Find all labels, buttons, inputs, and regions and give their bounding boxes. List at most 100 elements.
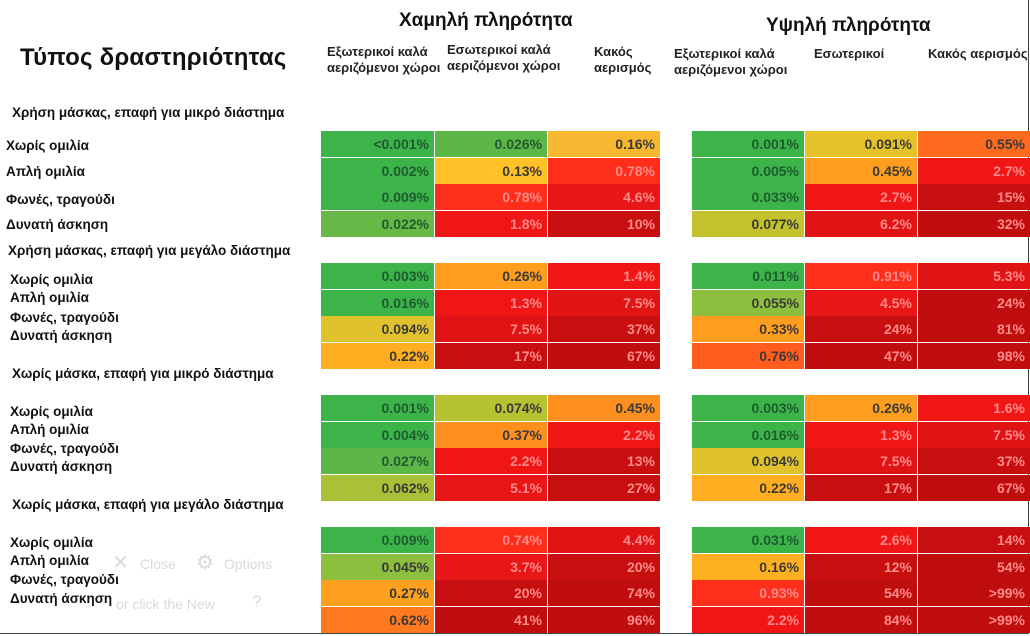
risk-cell: 0.22%: [321, 342, 434, 369]
risk-cell: 17%: [805, 474, 917, 501]
risk-cell: 1.4%: [548, 263, 660, 289]
risk-cell: 0.74%: [435, 527, 547, 553]
col-header-high-outdoor: Εξωτερικοί καλά αεριζόμενοι χώροι: [674, 46, 788, 77]
risk-cell: 0.27%: [321, 580, 434, 606]
risk-cell: 98%: [918, 342, 1030, 369]
row-label: Δυνατή άσκηση: [10, 459, 113, 474]
close-icon: ✕: [112, 552, 129, 574]
risk-cell: 0.62%: [321, 606, 434, 633]
risk-cell: 0.011%: [692, 263, 804, 289]
section-title: Χρήση μάσκας, επαφή για μεγάλο διάστημα: [8, 243, 291, 258]
row-label: Φωνές, τραγούδι: [10, 310, 119, 325]
risk-cell: 5.3%: [918, 263, 1030, 289]
help-icon: ?: [252, 592, 262, 611]
risk-cell: 15%: [918, 184, 1030, 210]
risk-cell: 32%: [918, 210, 1030, 237]
risk-cell: 0.16%: [692, 553, 804, 580]
risk-cell: 0.094%: [321, 316, 434, 342]
row-label: Χωρίς ομιλία: [6, 138, 89, 153]
gear-icon: ⚙: [196, 552, 214, 574]
section-title: Χωρίς μάσκα, επαφή για μεγάλο διάστημα: [12, 497, 284, 512]
risk-cell: 1.3%: [805, 421, 917, 448]
row-label: Χωρίς ομιλία: [10, 535, 93, 550]
risk-cell: 2.7%: [918, 157, 1030, 184]
row-label: Απλή ομιλία: [10, 422, 89, 437]
col-header-low-outdoor: Εξωτερικοί καλά αεριζόμενοι χώροι: [327, 44, 441, 75]
risk-cell: 0.062%: [321, 474, 434, 501]
row-label: Φωνές, τραγούδι: [6, 192, 115, 207]
risk-cell: 5.1%: [435, 474, 547, 501]
risk-cell: 0.91%: [805, 263, 917, 289]
risk-cell: 37%: [548, 316, 660, 342]
risk-cell: 4.6%: [548, 184, 660, 210]
ghost-options-label: Options: [224, 556, 273, 572]
row-label: Χωρίς ομιλία: [10, 272, 93, 287]
risk-cell: 0.094%: [692, 448, 804, 474]
risk-cell: 54%: [805, 580, 917, 606]
risk-cell: 0.027%: [321, 448, 434, 474]
risk-cell: 0.93%: [692, 580, 804, 606]
risk-cell: 1.8%: [435, 210, 547, 237]
col-header-low-poor: Κακός αερισμός: [594, 44, 652, 75]
risk-cell: 13%: [548, 448, 660, 474]
risk-cell: 14%: [918, 527, 1030, 553]
risk-cell: 7.5%: [918, 421, 1030, 448]
row-label: Απλή ομιλία: [10, 553, 89, 568]
low-occupancy-header: Χαμηλή πληρότητα: [399, 10, 573, 31]
risk-cell: 81%: [918, 316, 1030, 342]
risk-cell: 24%: [918, 289, 1030, 316]
risk-cell: 0.001%: [692, 131, 804, 157]
section-title: Χρήση μάσκας, επαφή για μικρό διάστημα: [12, 105, 285, 120]
risk-cell: 0.002%: [321, 157, 434, 184]
risk-cell: 2.2%: [548, 421, 660, 448]
risk-cell: 0.13%: [435, 157, 547, 184]
risk-cell: 0.33%: [692, 316, 804, 342]
section-title: Χωρίς μάσκα, επαφή για μικρό διάστημα: [12, 366, 274, 381]
risk-cell: 96%: [548, 606, 660, 633]
high-occupancy-header: Υψηλή πληρότητα: [766, 15, 931, 36]
row-label: Απλή ομιλία: [10, 290, 89, 305]
risk-cell: 20%: [435, 580, 547, 606]
risk-cell: 0.005%: [692, 157, 804, 184]
risk-cell: 7.5%: [805, 448, 917, 474]
risk-cell: 2.2%: [435, 448, 547, 474]
risk-cell: 0.003%: [692, 395, 804, 421]
risk-cell: 10%: [548, 210, 660, 237]
risk-cell: 0.37%: [435, 421, 547, 448]
risk-cell: 2.7%: [805, 184, 917, 210]
risk-cell: 2.2%: [692, 606, 804, 633]
risk-cell: 20%: [548, 553, 660, 580]
row-label: Δυνατή άσκηση: [6, 217, 109, 232]
ghost-hint-text: or click the New: [116, 596, 215, 612]
risk-cell: <0.001%: [321, 131, 434, 157]
risk-cell: 0.26%: [805, 395, 917, 421]
risk-cell: 7.5%: [548, 289, 660, 316]
row-label: Δυνατή άσκηση: [10, 328, 113, 343]
risk-cell: 0.55%: [918, 131, 1030, 157]
risk-cell: 6.2%: [805, 210, 917, 237]
risk-cell: 0.055%: [692, 289, 804, 316]
ghost-close-label: Close: [140, 556, 176, 572]
risk-cell: 0.016%: [321, 289, 434, 316]
risk-cell: 12%: [805, 553, 917, 580]
risk-cell: 0.78%: [435, 184, 547, 210]
page-title: Τύπος δραστηριότητας: [20, 44, 287, 71]
risk-cell: 0.003%: [321, 263, 434, 289]
risk-cell: 7.5%: [435, 316, 547, 342]
risk-cell: 4.4%: [548, 527, 660, 553]
risk-cell: 1.6%: [918, 395, 1030, 421]
col-header-high-poor: Κακός αερισμός: [928, 46, 1028, 61]
risk-cell: 67%: [548, 342, 660, 369]
row-label: Χωρίς ομιλία: [10, 404, 93, 419]
risk-cell: 0.22%: [692, 474, 804, 501]
risk-cell: 84%: [805, 606, 917, 633]
row-label: Δυνατή άσκηση: [10, 591, 113, 606]
col-header-low-indoor: Εσωτερικοί καλά αεριζόμενοι χώροι: [447, 42, 561, 73]
risk-cell: 0.031%: [692, 527, 804, 553]
risk-cell: 0.76%: [692, 342, 804, 369]
risk-cell: 4.5%: [805, 289, 917, 316]
risk-cell: 27%: [548, 474, 660, 501]
risk-cell: 41%: [435, 606, 547, 633]
risk-cell: 0.78%: [548, 157, 660, 184]
risk-cell: 0.16%: [548, 131, 660, 157]
